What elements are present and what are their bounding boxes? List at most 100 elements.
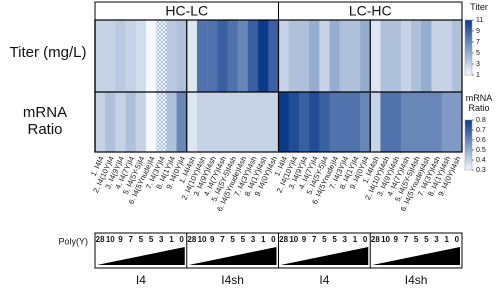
poly-value: 28 — [187, 235, 196, 244]
heat-cell — [227, 92, 239, 152]
group-label: I4sh — [221, 273, 244, 287]
poly-value: 10 — [381, 235, 390, 244]
group-label: I4 — [136, 273, 146, 287]
poly-value: 10 — [289, 235, 298, 244]
poly-value: 9 — [394, 235, 399, 244]
colorbar-tick-label: 0.5 — [476, 147, 486, 154]
colorbar-tick-label: 0.8 — [476, 117, 486, 124]
poly-value: 9 — [118, 235, 123, 244]
heat-cell — [278, 20, 289, 92]
poly-triangle — [372, 247, 460, 265]
poly-value: 3 — [343, 235, 348, 244]
row-label: Titer (mg/L) — [9, 44, 87, 61]
heat-cell — [237, 92, 249, 152]
heat-cell — [319, 20, 330, 92]
heat-cell — [278, 92, 289, 152]
colorbar-title: Titer — [470, 2, 488, 12]
heat-cell — [309, 20, 320, 92]
heat-cell — [166, 20, 177, 92]
heat-cell — [166, 92, 177, 152]
colorbar-tick-label: 11 — [476, 17, 483, 24]
poly-label: Poly(Y) — [58, 236, 88, 246]
poly-value: 28 — [96, 235, 105, 244]
heat-cell — [268, 92, 279, 152]
colorbar-tick-label: 3 — [476, 61, 480, 68]
colorbar-tick-label: 0.7 — [476, 127, 486, 134]
poly-value: 7 — [220, 235, 225, 244]
heat-cell — [288, 92, 300, 152]
heat-cell — [400, 20, 412, 92]
heat-cell — [360, 92, 371, 152]
heat-cell — [329, 92, 340, 152]
heat-cell — [95, 92, 106, 152]
colorbar-tick-label: 5 — [476, 50, 480, 57]
heat-cell — [145, 20, 157, 92]
heat-cell — [227, 20, 239, 92]
colorbar-tick-label: 0.4 — [476, 157, 486, 164]
heat-cell — [135, 92, 147, 152]
panel-title: LC-HC — [349, 3, 392, 19]
heat-cell — [298, 20, 310, 92]
grid-border — [94, 19, 463, 153]
poly-value: 3 — [434, 235, 439, 244]
poly-value: 5 — [230, 235, 235, 244]
heat-cell — [349, 92, 361, 152]
heat-cell — [431, 20, 442, 92]
heat-cell — [380, 92, 391, 152]
colorbar-tick-label: 7 — [476, 39, 480, 46]
heat-cell — [400, 92, 412, 152]
poly-triangle — [188, 247, 277, 265]
poly-value: 7 — [128, 235, 133, 244]
heat-cell — [339, 92, 351, 152]
poly-value: 10 — [198, 235, 207, 244]
heat-cell — [380, 20, 391, 92]
poly-border — [94, 232, 463, 269]
colorbar-title: mRNA Ratio — [465, 93, 493, 114]
heat-cell — [298, 92, 310, 152]
missing-cell — [156, 20, 167, 92]
heat-cell — [176, 92, 188, 152]
poly-value: 9 — [302, 235, 307, 244]
heat-cell — [329, 20, 340, 92]
poly-value: 5 — [332, 235, 337, 244]
heat-cell — [207, 92, 218, 152]
colorbar-tick-label: 1 — [476, 72, 480, 79]
missing-cell — [156, 92, 167, 152]
heat-cell — [390, 20, 402, 92]
poly-value: 5 — [424, 235, 429, 244]
poly-value: 7 — [404, 235, 409, 244]
poly-value: 0 — [363, 235, 368, 244]
colorbar-tick-label: 9 — [476, 28, 480, 35]
heat-cell — [105, 92, 116, 152]
group-label: I4 — [319, 273, 329, 287]
group-label: I4sh — [405, 273, 428, 287]
heat-cell — [125, 20, 137, 92]
poly-value: 1 — [444, 235, 449, 244]
poly-value: 1 — [169, 235, 174, 244]
poly-value: 9 — [210, 235, 215, 244]
heat-cell — [370, 92, 381, 152]
colorbar-tick-label: 0.6 — [476, 137, 486, 144]
heat-cell — [125, 92, 137, 152]
poly-value: 5 — [139, 235, 144, 244]
panel-title: HC-LC — [165, 3, 208, 19]
heat-cell — [186, 20, 198, 92]
poly-value: 28 — [279, 235, 288, 244]
heat-cell — [309, 92, 320, 152]
poly-value: 3 — [159, 235, 164, 244]
colorbar — [464, 19, 473, 76]
heat-cell — [390, 92, 402, 152]
colorbar — [464, 119, 473, 171]
heat-cell — [258, 20, 269, 92]
poly-value: 5 — [149, 235, 154, 244]
heat-cell — [217, 20, 228, 92]
poly-value: 7 — [312, 235, 317, 244]
heat-cell — [349, 20, 361, 92]
heat-cell — [186, 92, 198, 152]
heat-cell — [411, 20, 422, 92]
heat-cell — [441, 92, 453, 152]
heat-cell — [258, 92, 269, 152]
poly-value: 0 — [455, 235, 460, 244]
